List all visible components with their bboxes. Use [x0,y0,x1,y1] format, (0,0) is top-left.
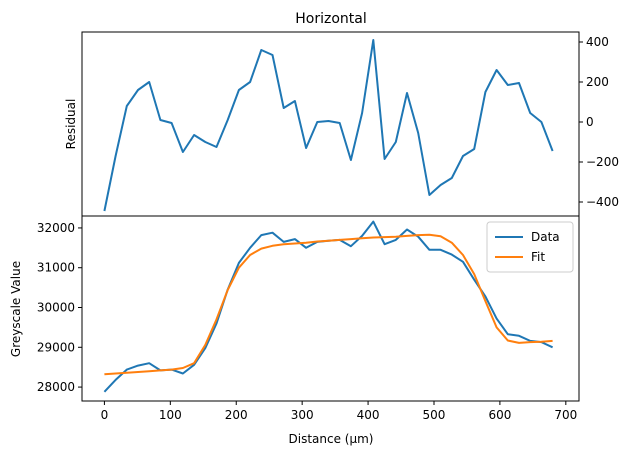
greyscale-x-ticks: 0 100 200 300 400 500 600 700 [101,401,577,422]
legend: Data Fit [486,221,574,273]
residual-series-line [103,39,554,212]
greyscale-y-ticks: 28000 29000 30000 31000 32000 [37,221,82,394]
greyscale-x-tick-label: 100 [159,408,182,422]
greyscale-ylabel: Greyscale Value [9,261,23,357]
greyscale-y-tick-label: 30000 [37,301,75,315]
greyscale-x-tick-label: 600 [488,408,511,422]
residual-y-tick-label: 200 [586,75,609,89]
residual-y-ticks: 400 200 0 −200 −400 [579,35,619,209]
residual-y-tick-label: 400 [586,35,609,49]
greyscale-y-tick-label: 28000 [37,380,75,394]
greyscale-plot-content [103,220,554,393]
greyscale-x-tick-label: 0 [101,408,109,422]
legend-box [486,221,574,273]
residual-ylabel: Residual [64,99,78,150]
residual-y-tick-label: −400 [586,195,619,209]
greyscale-x-tick-label: 700 [554,408,577,422]
residual-plot-area [81,31,580,217]
greyscale-x-tick-label: 200 [225,408,248,422]
residual-y-tick-label: 0 [586,115,594,129]
greyscale-x-tick-label: 300 [291,408,314,422]
greyscale-x-tick-label: 500 [423,408,446,422]
greyscale-panel: 28000 29000 30000 31000 32000 0 100 200 300 400 5… [9,215,580,446]
greyscale-xlabel: Distance (μm) [289,432,374,446]
series-line-fit [104,233,553,376]
greyscale-y-tick-label: 31000 [37,261,75,275]
legend-label-data: Data [531,230,560,244]
legend-label-fit: Fit [531,250,545,264]
residual-title: Horizontal [295,11,366,27]
residual-y-tick-label: −200 [586,155,619,169]
greyscale-y-tick-label: 29000 [37,340,75,354]
greyscale-y-tick-label: 32000 [37,221,75,235]
residual-panel: Horizontal 400 200 0 −200 −400 Residual [64,11,619,220]
greyscale-x-tick-label: 400 [357,408,380,422]
